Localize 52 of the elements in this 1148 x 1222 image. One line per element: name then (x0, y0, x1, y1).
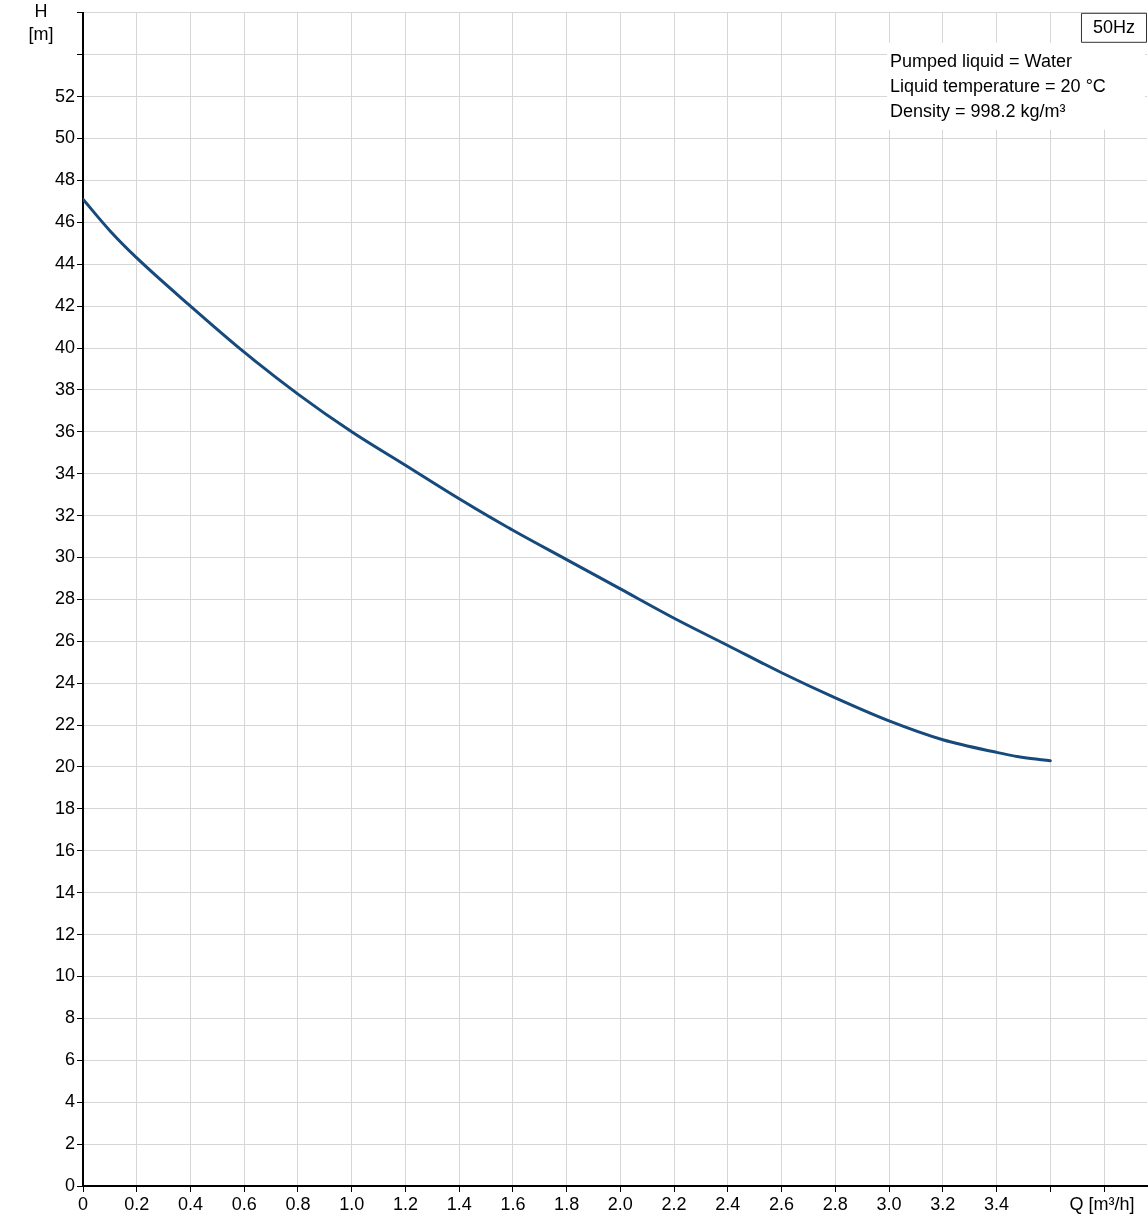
y-tick-label: 26 (54, 630, 75, 651)
x-tick-label: 3.4 (984, 1193, 1010, 1214)
x-tick-label: 0.4 (177, 1193, 203, 1214)
x-tick-label: 2.4 (715, 1193, 741, 1214)
y-tick-label: 42 (54, 295, 75, 316)
y-tick-label: 16 (54, 839, 75, 860)
y-tick-label: 12 (54, 923, 75, 944)
y-tick-label: 20 (54, 755, 75, 776)
y-tick-label: 24 (54, 672, 75, 693)
x-tick-label: 0.6 (231, 1193, 257, 1214)
x-tick-label: 1.2 (392, 1193, 418, 1214)
x-tick-label: 1.8 (554, 1193, 580, 1214)
y-tick-label: 46 (54, 211, 75, 232)
x-tick-label: 2.6 (769, 1193, 795, 1214)
y-tick-label: 10 (54, 965, 75, 986)
y-tick-label: 34 (54, 462, 75, 483)
annotation: Pumped liquid = Water (890, 50, 1072, 71)
x-tick-label: 1.6 (500, 1193, 526, 1214)
y-tick-label: 28 (54, 588, 75, 609)
y-tick-label: 44 (54, 253, 75, 274)
y-tick-label: 8 (64, 1007, 75, 1028)
y-tick-label: 6 (64, 1049, 75, 1070)
y-tick-label: 30 (54, 546, 75, 567)
y-tick-label: 32 (54, 504, 75, 525)
y-tick-label: 38 (54, 378, 75, 399)
chart-title: 50Hz (1092, 16, 1136, 37)
y-tick-label: 14 (54, 881, 75, 902)
x-tick-label: 3.2 (930, 1193, 956, 1214)
annotation: Liquid temperature = 20 °C (890, 75, 1106, 96)
y-tick-label: 2 (64, 1133, 75, 1154)
x-tick-label: 2.2 (661, 1193, 687, 1214)
x-tick-label: 1.4 (446, 1193, 472, 1214)
y-tick-label: 18 (54, 797, 75, 818)
x-tick-label: 2.8 (822, 1193, 848, 1214)
y-tick-label: 36 (54, 420, 75, 441)
y-tick-label: 48 (54, 169, 75, 190)
y-tick-label: 4 (64, 1091, 75, 1112)
y-tick-label: 50 (54, 127, 75, 148)
y-axis-title: H [m] (28, 0, 54, 44)
annotation: Density = 998.2 kg/m³ (890, 100, 1066, 121)
line-series (83, 197, 1052, 763)
x-tick-label: 0 (77, 1193, 89, 1214)
x-tick-label: 0.8 (285, 1193, 311, 1214)
y-tick-label: 40 (54, 336, 75, 357)
y-tick-label: 22 (54, 714, 75, 735)
x-tick-label: 2.0 (607, 1193, 633, 1214)
x-tick-label: 0.2 (124, 1193, 150, 1214)
x-tick-label: 1.0 (339, 1193, 365, 1214)
x-tick-label: 3.0 (876, 1193, 902, 1214)
y-tick-label: 52 (54, 85, 75, 106)
y-tick-label: 0 (64, 1174, 75, 1195)
x-axis-title: Q [m³/h] (1069, 1193, 1135, 1214)
